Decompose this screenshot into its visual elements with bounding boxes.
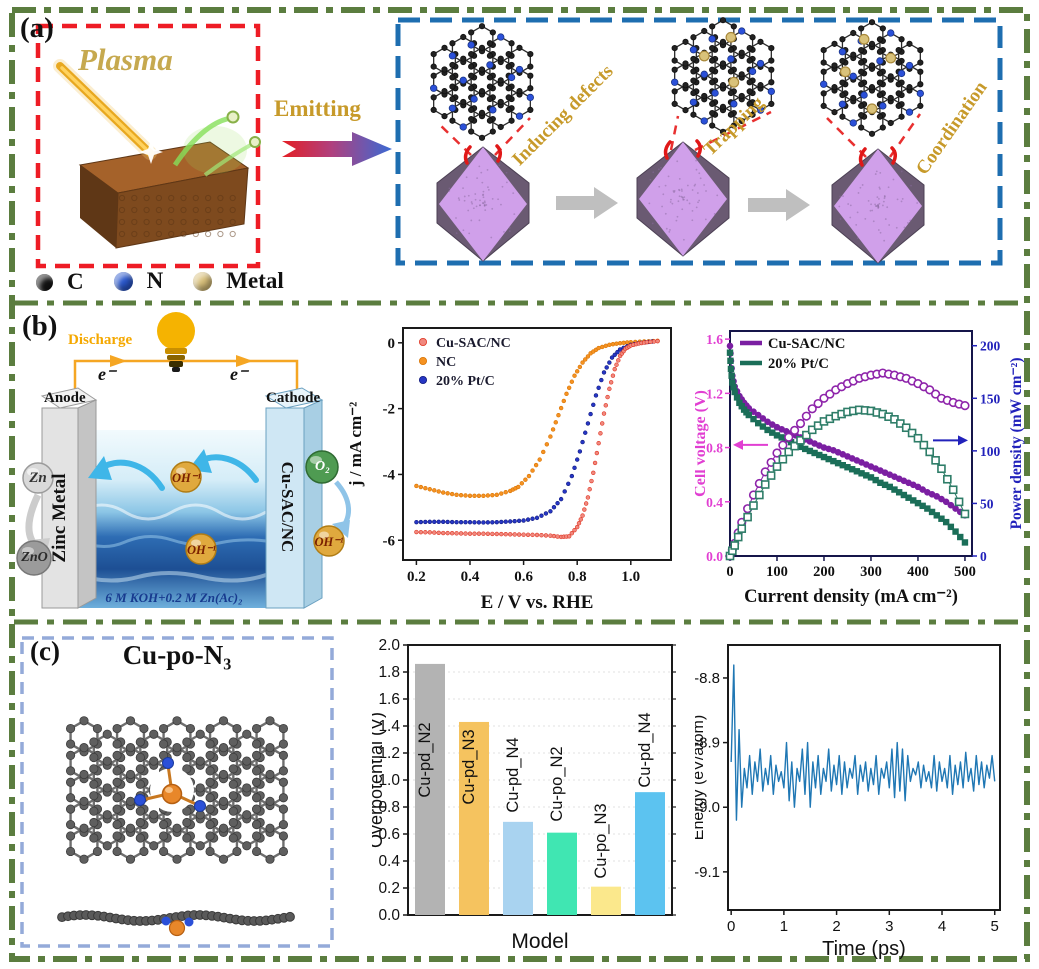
svg-text:-2: -2 — [383, 402, 396, 418]
carbon-atom-icon — [36, 274, 53, 291]
svg-text:Cu-SAC/NC: Cu-SAC/NC — [768, 336, 845, 352]
svg-text:300: 300 — [860, 564, 882, 580]
svg-text:0: 0 — [980, 549, 987, 564]
legend-label-metal: Metal — [226, 268, 283, 294]
figure-root: 0.2 0.4 0.6 0.8 1.0 0 -2 -4 -6 E / V vs. RHE j / m… — [0, 0, 1039, 969]
nitrogen-atom-icon — [114, 272, 133, 291]
electron-label-right: e⁻ — [230, 364, 248, 385]
svg-text:-8.8: -8.8 — [695, 670, 720, 687]
svg-text:Energy (eV/atom): Energy (eV/atom) — [695, 715, 707, 840]
oh-label-2: OH⁻¹ — [183, 542, 220, 558]
svg-text:Cu-po_N2: Cu-po_N2 — [548, 746, 566, 821]
svg-text:1.6: 1.6 — [378, 691, 400, 708]
zn-label: Zn — [24, 470, 52, 487]
svg-text:100: 100 — [766, 564, 788, 580]
battery-performance-chart: 0 100 200 300 400 500 0.0 0.4 0.8 1.2 1.6 0 50 100 150… — [695, 312, 1039, 616]
legend-item-c: C — [36, 269, 84, 295]
emitting-label: Emitting — [274, 96, 361, 122]
legend-label-c: C — [67, 269, 84, 295]
cathode-label: Cathode — [266, 390, 320, 407]
svg-text:2.0: 2.0 — [378, 637, 400, 654]
svg-text:-9.1: -9.1 — [695, 864, 720, 881]
aimd-energy-chart: 0 1 2 3 4 5 -8.8 -8.9 -9.0 -9.1 Time (ps) Energy (e… — [695, 628, 1039, 960]
svg-text:Power density (mW cm⁻²): Power density (mW cm⁻²) — [1008, 358, 1025, 530]
panel-c-label: (c) — [30, 636, 60, 667]
svg-text:Current density (mA cm⁻²): Current density (mA cm⁻²) — [744, 587, 958, 607]
svg-text:Model: Model — [511, 930, 568, 953]
cusac-electrode-label: Cu-SAC/NC — [277, 422, 297, 592]
svg-text:50: 50 — [980, 496, 994, 511]
svg-text:20% Pt/C: 20% Pt/C — [768, 356, 829, 372]
svg-text:E / V vs. RHE: E / V vs. RHE — [481, 592, 594, 613]
svg-text:Cu-pd_N4: Cu-pd_N4 — [504, 737, 522, 812]
svg-text:150: 150 — [980, 391, 1001, 406]
structure-title: Cu-po-N₃ — [92, 640, 262, 671]
svg-text:200: 200 — [813, 564, 835, 580]
svg-text:Cu-pd_N2: Cu-pd_N2 — [416, 722, 434, 797]
svg-text:2: 2 — [832, 918, 840, 935]
anode-label: Anode — [44, 390, 86, 407]
svg-text:0: 0 — [388, 336, 396, 352]
o2-label: O₂ — [311, 459, 334, 475]
svg-text:0.2: 0.2 — [378, 880, 400, 897]
svg-text:Cell voltage (V): Cell voltage (V) — [695, 390, 709, 497]
svg-text:0.4: 0.4 — [378, 853, 400, 870]
svg-text:1.8: 1.8 — [378, 664, 400, 681]
svg-text:Cu-SAC/NC: Cu-SAC/NC — [436, 336, 511, 351]
panel-b-label: (b) — [22, 310, 57, 343]
oh-label-3: OH⁻¹ — [311, 534, 347, 550]
process-stage-3 — [820, 19, 924, 263]
electrolyte-label: 6 M KOH+0.2 M Zn(Ac)₂ — [90, 590, 258, 606]
svg-text:0.2: 0.2 — [407, 569, 426, 585]
oh-label-1: OH⁻¹ — [168, 470, 205, 486]
stage-arrow — [748, 189, 810, 221]
svg-text:0.4: 0.4 — [461, 569, 480, 585]
svg-text:Overpotential (V): Overpotential (V) — [372, 712, 386, 848]
svg-text:0.6: 0.6 — [514, 569, 533, 585]
svg-text:200: 200 — [980, 339, 1001, 354]
svg-text:20% Pt/C: 20% Pt/C — [436, 374, 495, 389]
svg-text:-6: -6 — [383, 533, 396, 549]
plasma-label: Plasma — [78, 42, 173, 78]
svg-text:0: 0 — [726, 564, 733, 580]
molecular-structure — [58, 717, 295, 936]
svg-text:-4: -4 — [383, 467, 396, 483]
svg-text:0: 0 — [727, 918, 735, 935]
legend-item-n: N — [114, 268, 164, 294]
zinc-metal-label: Zinc Metal — [49, 428, 71, 608]
svg-text:100: 100 — [980, 444, 1001, 459]
svg-text:1.6: 1.6 — [706, 332, 723, 347]
svg-text:400: 400 — [907, 564, 929, 580]
electron-label-left: e⁻ — [98, 364, 116, 385]
discharge-label: Discharge — [68, 332, 132, 349]
svg-text:j / mA cm⁻²: j / mA cm⁻² — [346, 402, 365, 487]
process-stage-1 — [430, 23, 533, 261]
svg-text:Time (ps): Time (ps) — [822, 938, 906, 960]
orr-polarization-chart: 0.2 0.4 0.6 0.8 1.0 0 -2 -4 -6 E / V vs. RHE j / m… — [345, 312, 693, 616]
svg-text:NC: NC — [436, 355, 456, 370]
atom-legend: C N Metal — [36, 268, 310, 296]
svg-text:4: 4 — [938, 918, 946, 935]
svg-text:1.0: 1.0 — [621, 569, 640, 585]
svg-text:Cu-pd_N3: Cu-pd_N3 — [460, 729, 478, 804]
emitting-arrow — [282, 132, 392, 166]
svg-text:0.8: 0.8 — [568, 569, 587, 585]
svg-text:3: 3 — [885, 918, 893, 935]
legend-label-n: N — [147, 268, 164, 294]
svg-text:0.0: 0.0 — [378, 907, 400, 924]
process-stage-2 — [637, 17, 775, 256]
svg-text:0.0: 0.0 — [706, 549, 723, 564]
panel-a-label: (a) — [20, 12, 54, 45]
svg-text:1: 1 — [780, 918, 788, 935]
legend-item-metal: Metal — [193, 268, 283, 294]
stage-arrow — [556, 187, 618, 219]
svg-text:Cu-po_N3: Cu-po_N3 — [592, 803, 610, 878]
svg-text:5: 5 — [991, 918, 999, 935]
metal-atom-icon — [193, 272, 212, 291]
svg-text:500: 500 — [954, 564, 976, 580]
svg-text:Cu-pd_N4: Cu-pd_N4 — [636, 712, 654, 787]
zno-label: ZnO — [16, 550, 53, 566]
plasma-illustration — [60, 66, 260, 248]
overpotential-bar-chart: 0.00.20.40.60.81.01.21.41.61.82.0ModelOv… — [372, 628, 692, 960]
